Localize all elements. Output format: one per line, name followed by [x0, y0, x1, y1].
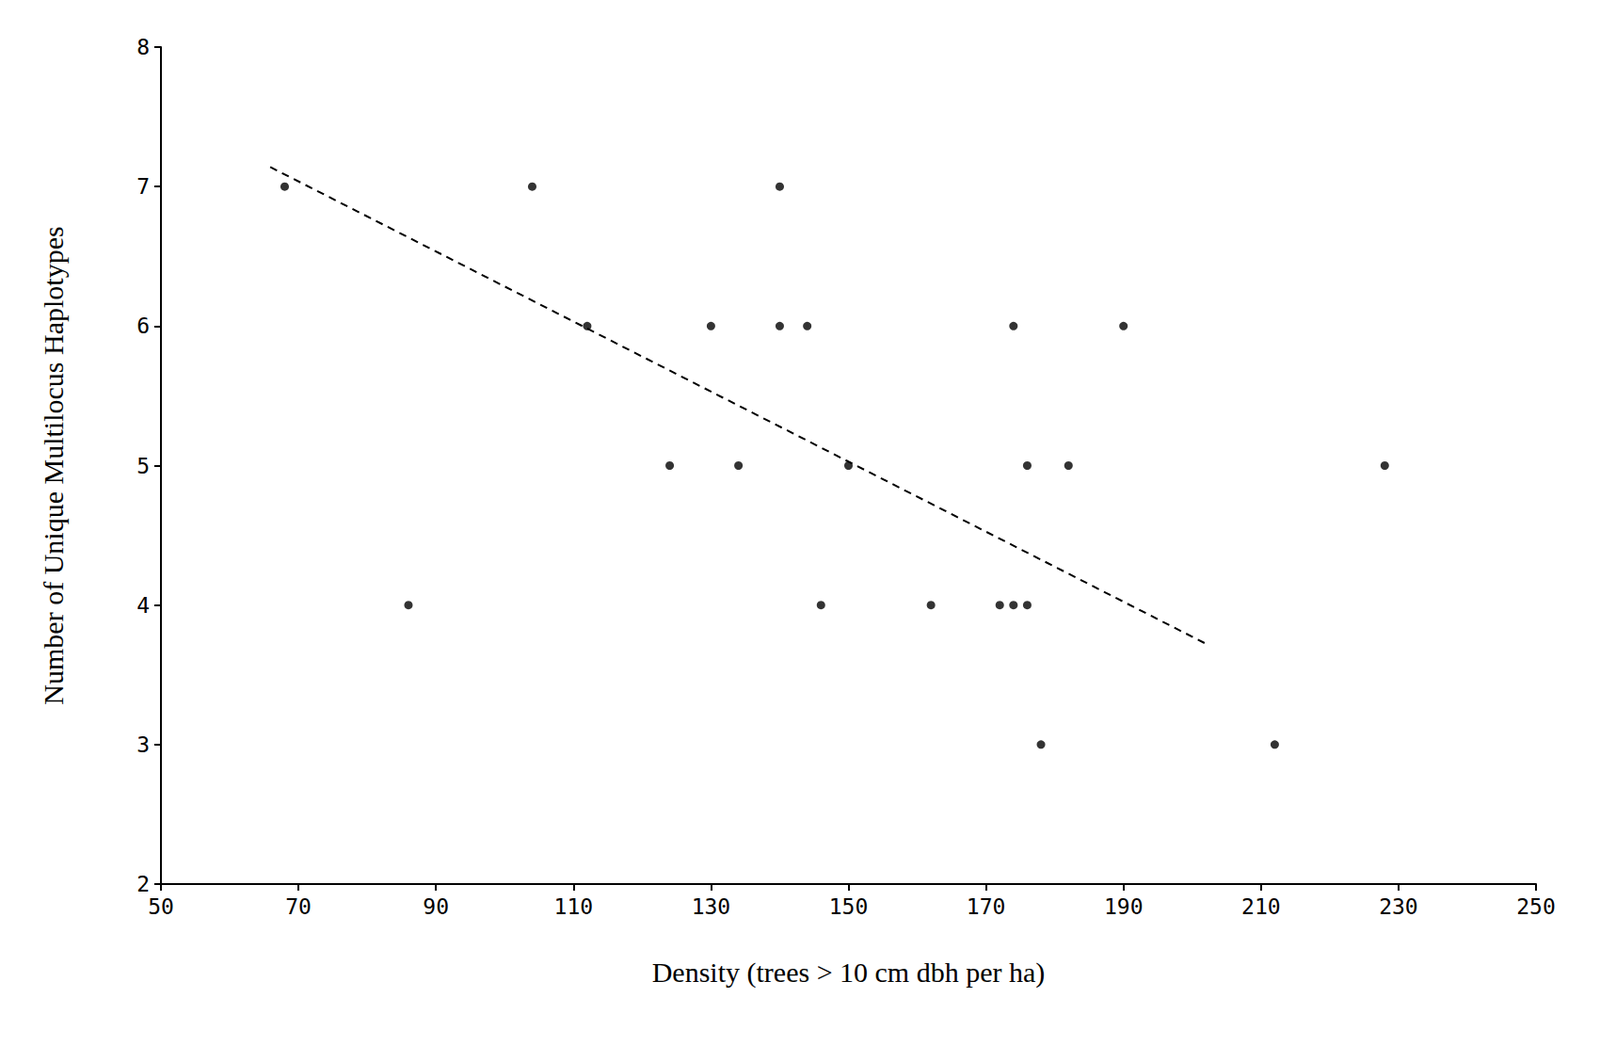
svg-text:170: 170 — [966, 894, 1007, 919]
svg-text:5: 5 — [136, 453, 150, 479]
svg-text:90: 90 — [422, 894, 449, 919]
svg-text:Density (trees > 10 cm dbh per: Density (trees > 10 cm dbh per ha) — [652, 956, 1046, 989]
svg-text:50: 50 — [147, 894, 175, 919]
svg-text:230: 230 — [1378, 894, 1419, 919]
svg-text:2: 2 — [136, 871, 150, 896]
svg-text:6: 6 — [136, 313, 150, 338]
svg-text:Number of Unique Multilocus Ha: Number of Unique Multilocus Haplotypes — [37, 225, 69, 704]
svg-text:8: 8 — [136, 34, 150, 60]
svg-text:4: 4 — [136, 592, 150, 618]
svg-text:7: 7 — [136, 174, 150, 199]
svg-text:210: 210 — [1241, 894, 1281, 919]
svg-text:3: 3 — [136, 732, 150, 757]
svg-text:130: 130 — [691, 894, 732, 919]
svg-text:150: 150 — [829, 894, 869, 919]
svg-text:250: 250 — [1516, 894, 1556, 919]
svg-text:110: 110 — [554, 894, 594, 919]
svg-text:190: 190 — [1104, 894, 1144, 919]
svg-text:70: 70 — [285, 894, 312, 919]
